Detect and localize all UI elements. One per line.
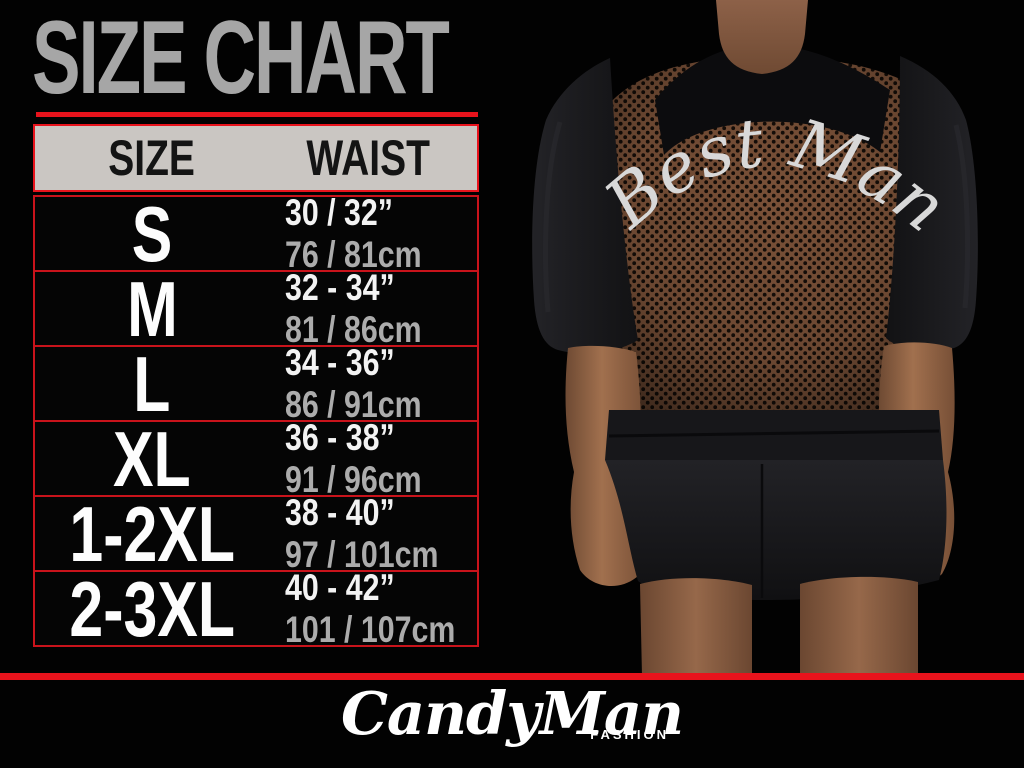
waist-inches: 30 / 32”	[285, 192, 393, 233]
size-cell: M	[126, 264, 178, 353]
size-cell: S	[131, 189, 173, 278]
mesh-back-panel	[605, 56, 943, 412]
table-body: S 30 / 32” 76 / 81cm M 32 - 34” 81 / 86c…	[33, 189, 479, 653]
brand-fashion-label: FASHION	[590, 726, 670, 742]
header-size-label: SIZE	[108, 130, 196, 186]
waist-cm: 86 / 91cm	[285, 384, 422, 425]
product-photo: Best Man	[532, 0, 978, 676]
waist-inches: 38 - 40”	[285, 492, 395, 533]
table-row-m: M 32 - 34” 81 / 86cm	[33, 264, 479, 353]
size-table: SIZE WAIST S 30 / 32” 76 / 81cm M 32 - 3…	[33, 124, 479, 653]
brand-name: CandyMan	[340, 679, 684, 748]
page-title: SIZE CHART	[32, 0, 450, 116]
sleeve-fold-highlight	[543, 121, 563, 313]
waist-cm: 81 / 86cm	[285, 309, 422, 350]
brand-logo-wrap: CandyMan FASHION	[340, 679, 684, 748]
size-cell: XL	[113, 414, 191, 503]
waist-cm: 76 / 81cm	[285, 234, 422, 275]
waist-inches: 32 - 34”	[285, 267, 395, 308]
left-leg	[640, 578, 752, 676]
waist-cell: 38 - 40” 97 / 101cm	[285, 492, 472, 575]
waist-cell: 34 - 36” 86 / 91cm	[285, 342, 452, 425]
robe-belt	[605, 410, 943, 460]
size-cell: 2-3XL	[69, 564, 235, 653]
waist-cell: 40 - 42” 101 / 107cm	[285, 567, 493, 650]
waist-cell: 36 - 38” 91 / 96cm	[285, 417, 452, 500]
waist-cell: 30 / 32” 76 / 81cm	[285, 192, 452, 275]
waist-cell: 32 - 34” 81 / 86cm	[285, 267, 452, 350]
waist-inches: 40 - 42”	[285, 567, 395, 608]
brand-logo: CandyMan FASHION	[0, 680, 1024, 748]
left-sleeve	[532, 58, 638, 354]
waist-cm: 101 / 107cm	[285, 609, 456, 650]
waist-inches: 34 - 36”	[285, 342, 395, 383]
table-row-s: S 30 / 32” 76 / 81cm	[33, 189, 479, 278]
neck	[716, 0, 808, 74]
right-leg	[800, 576, 918, 676]
sleeve-fold-highlight	[953, 124, 971, 309]
size-cell: 1-2XL	[69, 489, 235, 578]
title-underline	[36, 112, 478, 117]
divider-line	[0, 673, 1024, 680]
table-row-xl: XL 36 - 38” 91 / 96cm	[33, 414, 479, 503]
robe-skirt	[605, 460, 947, 600]
table-header: SIZE WAIST	[33, 124, 479, 192]
waist-cm: 97 / 101cm	[285, 534, 439, 575]
table-row-1-2xl: 1-2XL 38 - 40” 97 / 101cm	[33, 489, 479, 578]
waist-cm: 91 / 96cm	[285, 459, 422, 500]
size-cell: L	[133, 339, 171, 428]
header-waist-label: WAIST	[306, 130, 430, 186]
right-sleeve	[886, 56, 978, 352]
waist-inches: 36 - 38”	[285, 417, 395, 458]
table-row-2-3xl: 2-3XL 40 - 42” 101 / 107cm	[33, 564, 479, 653]
table-row-l: L 34 - 36” 86 / 91cm	[33, 339, 479, 428]
robe-collar	[655, 44, 890, 155]
